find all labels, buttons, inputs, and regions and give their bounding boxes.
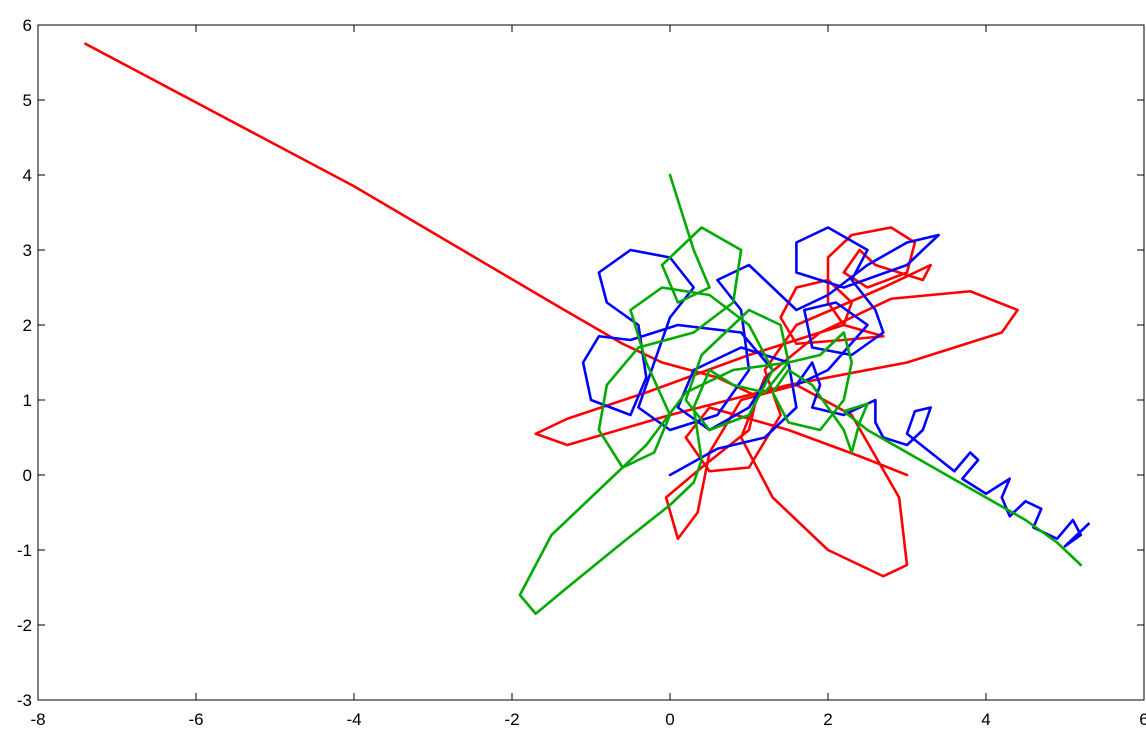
y-tick-label: -3 — [17, 691, 32, 710]
x-tick-label: -2 — [504, 710, 519, 729]
x-tick-label: 0 — [665, 710, 674, 729]
y-tick-label: 3 — [23, 241, 32, 260]
y-tick-label: 0 — [23, 466, 32, 485]
y-tick-label: 1 — [23, 391, 32, 410]
x-tick-label: -4 — [346, 710, 361, 729]
y-tick-label: 2 — [23, 316, 32, 335]
y-tick-label: 4 — [23, 166, 32, 185]
y-tick-label: 6 — [23, 16, 32, 35]
trajectory-line — [581, 226, 1090, 548]
plot-frame — [37, 24, 1145, 701]
y-tick-label: -1 — [17, 541, 32, 560]
x-tick-label: -6 — [188, 710, 203, 729]
x-tick-label: 6 — [1139, 710, 1146, 729]
trajectory-line — [518, 173, 1083, 616]
x-tick-label: -8 — [30, 710, 45, 729]
y-tick-label: -2 — [17, 616, 32, 635]
x-tick-label: 2 — [823, 710, 832, 729]
x-tick-label: 4 — [981, 710, 990, 729]
y-tick-label: 5 — [23, 91, 32, 110]
